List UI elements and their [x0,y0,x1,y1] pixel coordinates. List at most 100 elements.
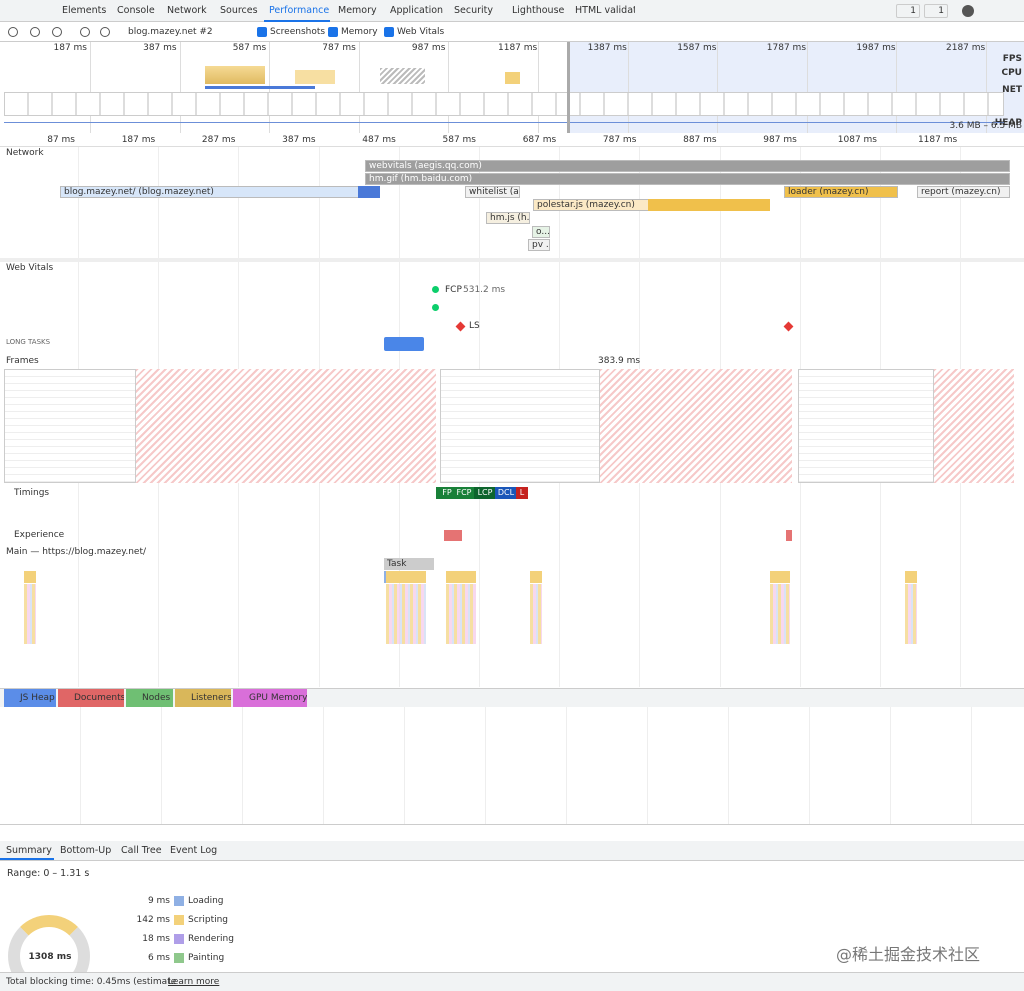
summary-time: 18 ms [142,934,170,944]
flame [386,571,426,583]
message-badge[interactable]: 1 [924,4,948,18]
toolbar-button[interactable] [100,27,110,37]
checkbox-label[interactable]: Screenshots [270,27,326,37]
overview-tick: 987 ms [411,43,446,53]
layout-shift[interactable] [444,530,462,541]
counter-toggle[interactable]: GPU Memory [233,689,307,707]
panel-tab[interactable]: Memory [338,5,377,16]
network-request[interactable]: pv ... [528,239,550,251]
long-task[interactable] [384,337,424,351]
frame[interactable] [934,369,1014,483]
network-request[interactable]: hm.js (h... [486,212,530,224]
task-bar[interactable]: Task [384,558,434,570]
checkbox-label[interactable]: Web Vitals [397,27,445,37]
flame [446,584,476,644]
panel-tab[interactable]: Lighthouse [512,5,565,16]
panel-tab[interactable]: HTML validator [575,5,635,16]
heap-line [4,122,1004,123]
frame-duration: 383.9 ms [598,356,641,366]
overview-tick: 2187 ms [946,43,986,53]
flame [446,571,476,583]
summary-time: 142 ms [136,915,171,925]
section-title: Frames [6,356,39,366]
network-request[interactable]: o... [532,226,550,238]
panel-tab[interactable]: Network [167,5,207,16]
ls-label: LS [469,321,480,331]
ruler-tick: 987 ms [763,135,797,145]
footer-link[interactable]: Learn more [168,977,220,987]
checkbox[interactable] [328,27,338,37]
overview-grid [90,42,91,133]
warning-badge[interactable]: 1 [896,4,920,18]
toolbar-button[interactable] [30,27,40,37]
section-title: Network [6,148,44,158]
network-request[interactable]: loader (mazey.cn) [784,186,898,198]
cpu-chart [205,66,265,84]
summary-swatch [174,953,184,963]
tab-underline [0,858,54,860]
toolbar-button[interactable] [8,27,18,37]
overview-tick: 187 ms [53,43,88,53]
checkbox[interactable] [257,27,267,37]
panel-tab[interactable]: Security [454,5,494,16]
summary-category: Painting [188,953,225,963]
track-label: CPU [1001,68,1022,78]
track-label: HEAP [994,118,1022,128]
donut-total: 1308 ms [28,952,72,962]
footer-text: Total blocking time: 0.45ms (estimated) [6,977,176,987]
timing-marker[interactable]: FCP [452,487,476,499]
selection [6,42,570,133]
cpu-chart [505,72,520,84]
details-tab[interactable]: Event Log [170,845,218,856]
tab-bar [0,0,1024,22]
frame[interactable] [4,369,136,483]
frame[interactable] [136,369,436,483]
checkbox[interactable] [384,27,394,37]
panel-tab[interactable]: Sources [220,5,258,16]
counter-toggle[interactable]: JS Heap [4,689,56,707]
details-tab[interactable]: Call Tree [121,845,162,856]
frame[interactable] [440,369,600,483]
network-request[interactable]: webvitals (aegis.qq.com) [365,160,1010,172]
watermark: @稀土掘金技术社区 [836,945,981,964]
toolbar-button[interactable] [52,27,62,37]
cpu-chart [295,70,335,84]
summary-category: Scripting [188,915,229,925]
overview-tick: 1187 ms [498,43,538,53]
panel-tab[interactable]: Application [390,5,444,16]
timing-marker[interactable]: LCP [474,487,496,499]
layout-shift[interactable] [786,530,792,541]
network-request[interactable]: blog.mazey.net/ (blog.mazey.net) [60,186,380,198]
checkbox-label[interactable]: Memory [341,27,378,37]
overview-tick: 1787 ms [766,43,807,53]
timing-marker[interactable]: DCL [495,487,517,499]
timing-marker[interactable]: L [516,487,528,499]
overview-grid [448,42,450,133]
flame [770,571,790,583]
network-request[interactable]: whitelist (ae... [465,186,520,198]
network-request[interactable]: hm.gif (hm.baidu.com) [365,173,1010,185]
overview-tick: 1987 ms [856,43,896,53]
flame [905,571,917,583]
details-tabs [0,841,1024,861]
panel-tab[interactable]: Performance [269,5,330,16]
toolbar [0,22,1024,42]
panel-tab[interactable]: Elements [62,5,107,16]
toolbar-button[interactable] [80,27,90,37]
counter-toggle[interactable]: Nodes [126,689,173,707]
target-select[interactable]: blog.mazey.net #2 [128,27,213,37]
frame[interactable] [600,369,792,483]
counter-toggle[interactable]: Documents [58,689,124,707]
network-request[interactable]: report (mazey.cn) [917,186,1010,198]
counter-toggle[interactable]: Listeners [175,689,231,707]
overview-tick: 1387 ms [587,43,627,53]
frame[interactable] [798,369,934,483]
summary-swatch [174,896,184,906]
panel-tab[interactable]: Console [117,5,155,16]
settings-icon[interactable] [962,5,974,17]
track-label: NET [1002,85,1022,95]
details-tab[interactable]: Bottom-Up [60,845,112,856]
details-tab[interactable]: Summary [6,845,52,856]
flame [530,584,542,644]
